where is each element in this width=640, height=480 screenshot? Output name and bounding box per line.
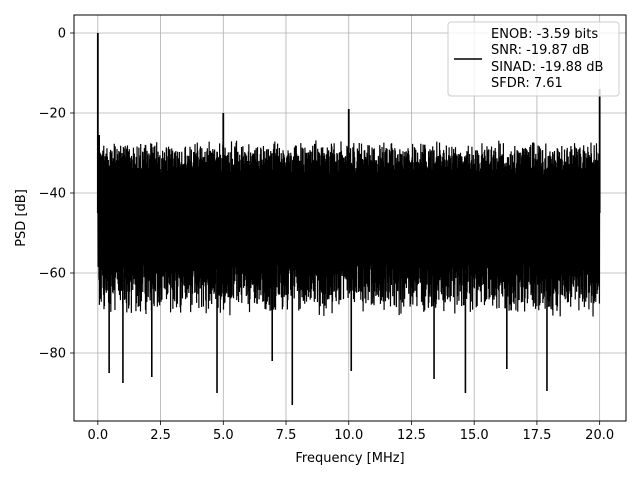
x-tick-label: 17.5 (522, 428, 551, 443)
legend-box (447, 21, 620, 97)
x-tick-label: 20.0 (585, 428, 614, 443)
legend-entry-sinad: SINAD: -19.88 dB (491, 60, 603, 75)
x-axis-ticks: 0.0 2.5 5.0 7.5 10.0 12.5 15.0 17.5 20.0 (87, 421, 614, 443)
y-tick-label: 0 (58, 27, 66, 42)
y-tick-label: −60 (39, 267, 66, 282)
plot-frame (73, 14, 627, 422)
y-axis-label: PSD [dB] (14, 189, 29, 247)
x-tick-label: 12.5 (397, 428, 426, 443)
legend-entry-enob: ENOB: -3.59 bits (491, 27, 598, 42)
x-tick-label: 15.0 (460, 428, 489, 443)
psd-trace (96, 33, 601, 405)
x-tick-label: 10.0 (334, 428, 363, 443)
legend-entry-snr: SNR: -19.87 dB (491, 43, 589, 58)
x-tick-label: 5.0 (213, 428, 234, 443)
x-axis-label: Frequency [MHz] (295, 451, 404, 466)
y-tick-label: −80 (39, 347, 66, 362)
legend: ENOB: -3.59 bits SNR: -19.87 dB SINAD: -… (447, 21, 620, 97)
x-tick-label: 2.5 (150, 428, 171, 443)
legend-entry-sfdr: SFDR: 7.61 (491, 76, 563, 91)
y-tick-label: −20 (39, 107, 66, 122)
x-tick-label: 0.0 (87, 428, 108, 443)
y-tick-label: −40 (39, 187, 66, 202)
x-tick-label: 7.5 (276, 428, 297, 443)
y-axis-ticks: 0 −20 −40 −60 −80 (39, 27, 74, 362)
